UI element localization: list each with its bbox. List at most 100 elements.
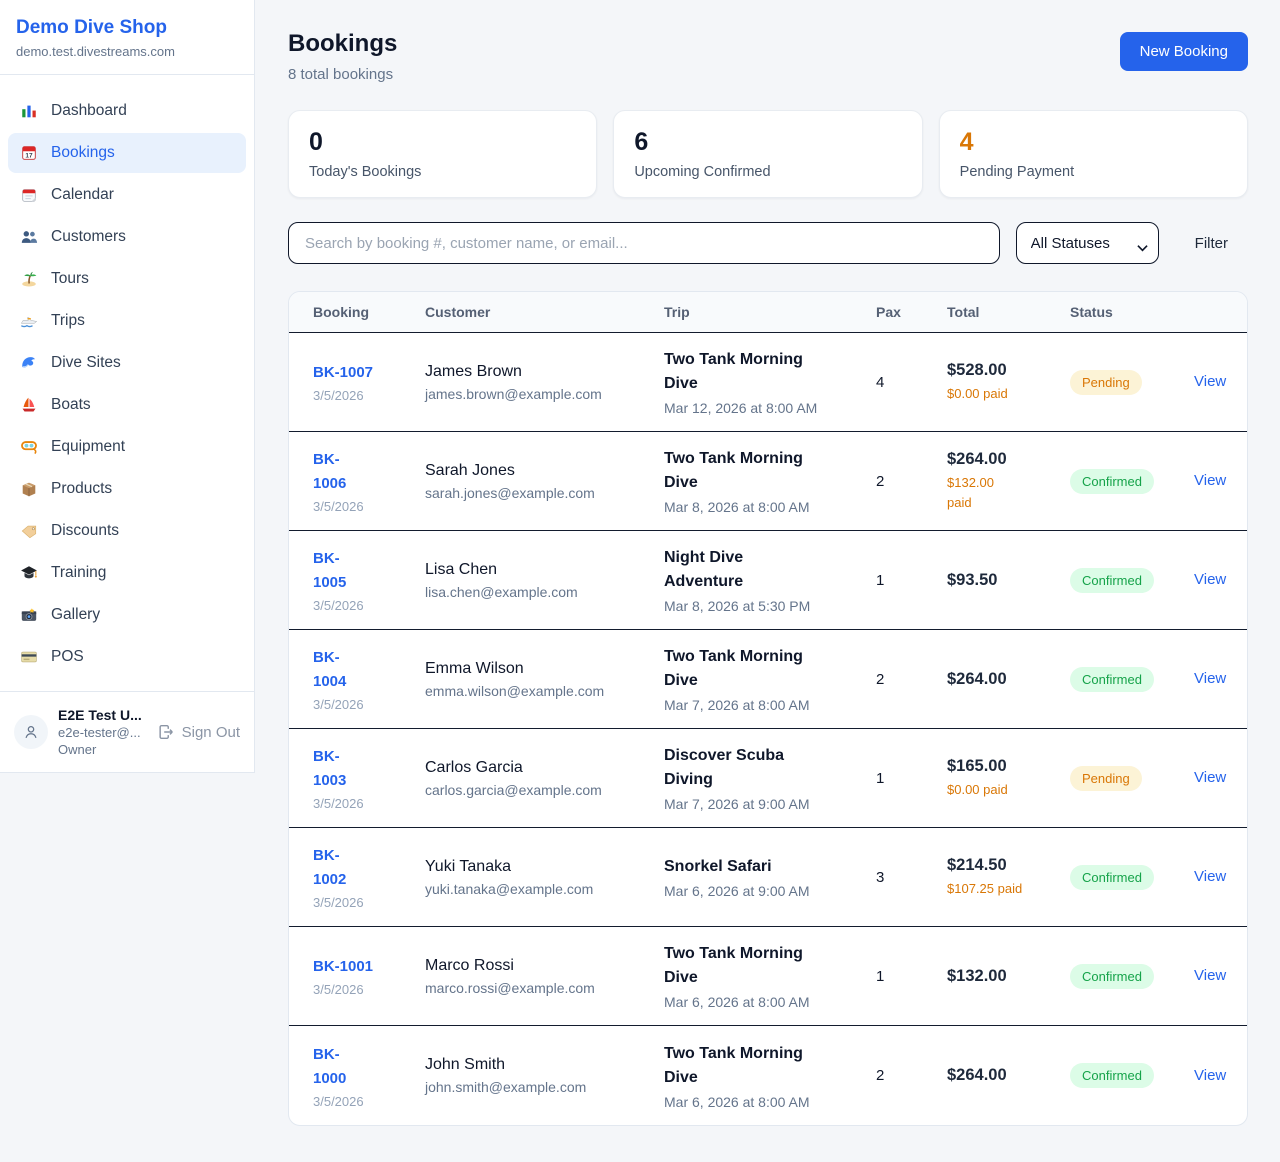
status-select-wrap: All Statuses bbox=[1015, 222, 1159, 264]
sidebar-item-calendar[interactable]: Calendar bbox=[8, 175, 246, 215]
status-badge: Confirmed bbox=[1070, 468, 1154, 494]
customer-email: marco.rossi@example.com bbox=[425, 979, 595, 996]
view-link[interactable]: View bbox=[1194, 373, 1227, 390]
customer-email: emma.wilson@example.com bbox=[425, 682, 605, 699]
sidebar-item-tours[interactable]: Tours bbox=[8, 259, 246, 299]
trip-name: Discover Scuba Diving bbox=[664, 747, 785, 788]
column-header-status: Status bbox=[1070, 304, 1113, 320]
trip-name: Two Tank Morning Dive bbox=[664, 351, 803, 392]
column-header-trip: Trip bbox=[664, 304, 690, 320]
pax-count: 2 bbox=[876, 472, 885, 490]
customer-name: Carlos Garcia bbox=[425, 758, 523, 776]
sidebar-item-label: POS bbox=[51, 648, 84, 665]
booking-id-link[interactable]: BK-1004 bbox=[313, 649, 347, 690]
booking-id-link[interactable]: BK-1005 bbox=[313, 550, 347, 591]
status-badge: Pending bbox=[1070, 369, 1142, 395]
trip-datetime: Mar 6, 2026 at 8:00 AM bbox=[664, 1093, 810, 1110]
sidebar-item-label: Discounts bbox=[51, 522, 120, 539]
customer-name: John Smith bbox=[425, 1056, 506, 1073]
booking-id-link[interactable]: BK-1003 bbox=[313, 748, 347, 789]
search-input[interactable] bbox=[288, 222, 1000, 264]
filter-row: All Statuses Filter bbox=[288, 222, 1248, 264]
stat-label: Upcoming Confirmed bbox=[634, 164, 771, 180]
sidebar-item-boats[interactable]: Boats bbox=[8, 385, 246, 425]
tag-icon bbox=[20, 522, 38, 540]
sidebar-item-label: Training bbox=[51, 564, 107, 581]
sidebar-item-equipment[interactable]: Equipment bbox=[8, 427, 246, 467]
calendar-date-icon: 17 bbox=[20, 144, 38, 162]
status-badge: Confirmed bbox=[1070, 666, 1154, 692]
booking-id-link[interactable]: BK-1006 bbox=[313, 451, 347, 492]
column-header-total: Total bbox=[947, 304, 980, 320]
sidebar-item-label: Products bbox=[51, 480, 113, 497]
table-row: BK-1007 3/5/2026 James Brown james.brown… bbox=[289, 333, 1247, 432]
sidebar-item-gallery[interactable]: Gallery bbox=[8, 595, 246, 635]
customer-name: Yuki Tanaka bbox=[425, 857, 511, 875]
svg-text:17: 17 bbox=[25, 153, 33, 160]
view-link[interactable]: View bbox=[1194, 967, 1227, 984]
package-icon bbox=[20, 480, 38, 498]
booking-id-link[interactable]: BK-1002 bbox=[313, 847, 347, 888]
filter-button[interactable]: Filter bbox=[1175, 235, 1248, 252]
sidebar-item-training[interactable]: Training bbox=[8, 553, 246, 593]
trip-name: Two Tank Morning Dive bbox=[664, 450, 803, 491]
booking-date: 3/5/2026 bbox=[313, 895, 364, 910]
pax-count: 1 bbox=[876, 967, 885, 985]
sidebar-item-label: Dive Sites bbox=[51, 354, 121, 371]
trip-name: Two Tank Morning Dive bbox=[664, 1044, 803, 1086]
status-badge: Confirmed bbox=[1070, 1063, 1154, 1088]
new-booking-button[interactable]: New Booking bbox=[1119, 32, 1248, 71]
total-amount: $528.00 bbox=[947, 360, 1007, 379]
user-info: E2E Test U... e2e-tester@... Owner bbox=[58, 707, 147, 757]
sidebar-item-dashboard[interactable]: Dashboard bbox=[8, 91, 246, 131]
user-name: E2E Test U... bbox=[58, 707, 142, 723]
booking-id-link[interactable]: BK-1001 bbox=[313, 958, 374, 975]
customer-name: Sarah Jones bbox=[425, 461, 515, 479]
status-filter-select[interactable]: All Statuses bbox=[1015, 222, 1159, 264]
sign-out-label: Sign Out bbox=[181, 723, 240, 741]
sidebar-item-label: Trips bbox=[51, 312, 85, 329]
trip-name: Two Tank Morning Dive bbox=[664, 945, 803, 986]
sidebar-item-products[interactable]: Products bbox=[8, 469, 246, 509]
sidebar-item-customers[interactable]: Customers bbox=[8, 217, 246, 257]
trip-datetime: Mar 12, 2026 at 8:00 AM bbox=[664, 400, 818, 416]
view-link[interactable]: View bbox=[1194, 472, 1227, 489]
stat-label: Today's Bookings bbox=[309, 164, 422, 180]
view-link[interactable]: View bbox=[1194, 571, 1227, 588]
table-row: BK-1000 3/5/2026 John Smith john.smith@e… bbox=[289, 1026, 1247, 1125]
sidebar-item-pos[interactable]: POS bbox=[8, 637, 246, 677]
sidebar-nav: Dashboard 17 Bookings Calendar Customers… bbox=[0, 75, 254, 691]
trip-datetime: Mar 7, 2026 at 8:00 AM bbox=[664, 697, 810, 713]
customer-email: james.brown@example.com bbox=[425, 385, 602, 402]
sidebar-item-bookings[interactable]: 17 Bookings bbox=[8, 133, 246, 173]
desert-island-icon bbox=[20, 270, 38, 288]
view-link[interactable]: View bbox=[1194, 769, 1227, 786]
diving-mask-icon bbox=[20, 438, 38, 456]
wave-icon bbox=[20, 354, 38, 372]
sidebar-item-dive-sites[interactable]: Dive Sites bbox=[8, 343, 246, 383]
booking-id-link[interactable]: BK-1000 bbox=[313, 1045, 347, 1087]
sign-out-button[interactable]: Sign Out bbox=[157, 723, 240, 741]
sidebar-item-discounts[interactable]: Discounts bbox=[8, 511, 246, 551]
user-section: E2E Test U... e2e-tester@... Owner Sign … bbox=[0, 691, 254, 772]
paid-amount: $0.00 paid bbox=[947, 385, 1008, 401]
table-header-row: Booking Customer Trip Pax Total Status bbox=[289, 292, 1247, 333]
view-link[interactable]: View bbox=[1194, 1066, 1227, 1084]
status-badge: Pending bbox=[1070, 765, 1142, 791]
trip-datetime: Mar 7, 2026 at 9:00 AM bbox=[664, 796, 810, 812]
sidebar-item-label: Gallery bbox=[51, 606, 101, 623]
view-link[interactable]: View bbox=[1194, 868, 1227, 885]
sidebar-item-label: Equipment bbox=[51, 438, 126, 455]
stat-value: 6 bbox=[634, 128, 649, 156]
trip-datetime: Mar 8, 2026 at 5:30 PM bbox=[664, 598, 811, 614]
customer-name: Lisa Chen bbox=[425, 560, 498, 578]
sidebar-item-trips[interactable]: Trips bbox=[8, 301, 246, 341]
view-link[interactable]: View bbox=[1194, 670, 1227, 687]
stat-card-upcoming-confirmed: 6 Upcoming Confirmed bbox=[613, 110, 923, 198]
column-header-booking: Booking bbox=[313, 304, 369, 320]
booking-id-link[interactable]: BK-1007 bbox=[313, 364, 374, 381]
logout-icon bbox=[157, 723, 175, 741]
booking-date: 3/5/2026 bbox=[313, 499, 364, 514]
sidebar-item-label: Tours bbox=[51, 270, 89, 287]
booking-date: 3/5/2026 bbox=[313, 598, 364, 613]
